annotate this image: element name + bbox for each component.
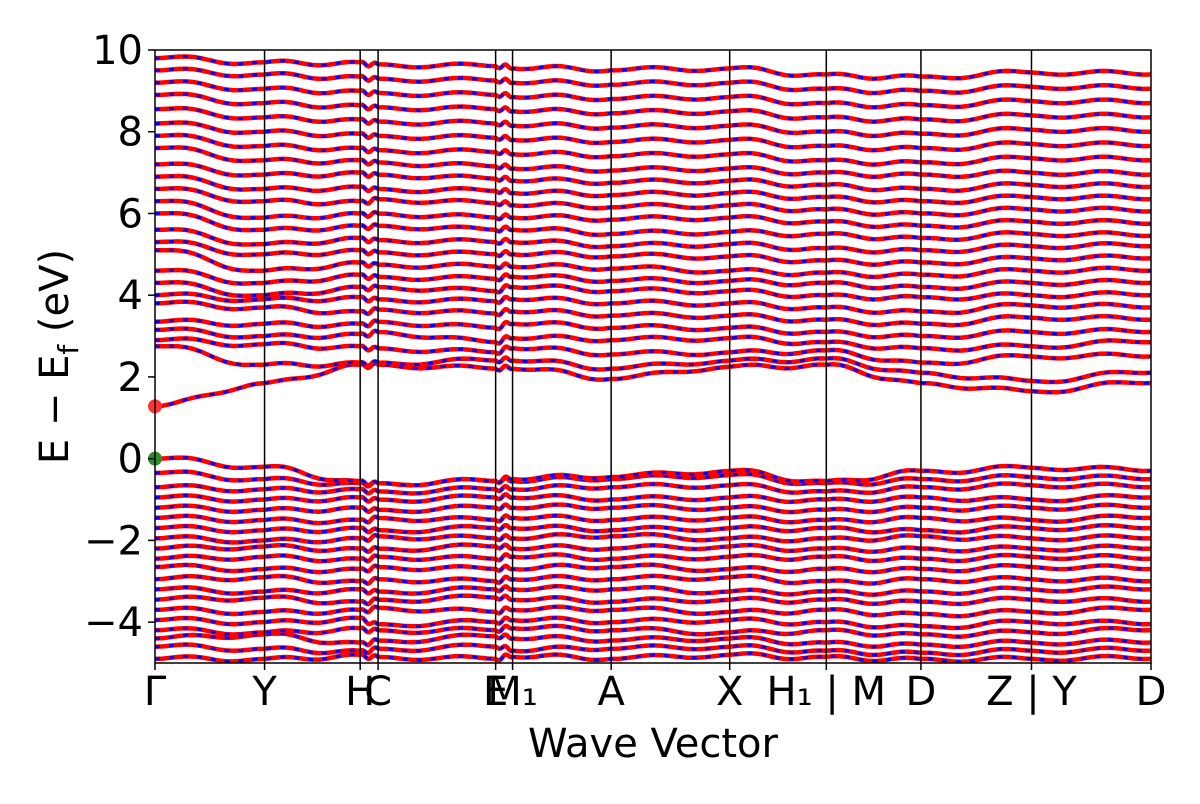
band-line-red-40 <box>155 105 1151 139</box>
y-tick-label-1: −2 <box>84 518 143 564</box>
y-tick-label-2: 0 <box>118 437 143 483</box>
band-line-red-27 <box>155 280 1151 302</box>
band-line-red-38 <box>155 132 1151 167</box>
band-line-red-30 <box>155 239 1151 267</box>
band-line-red-14 <box>155 513 1151 526</box>
band-line-red-32 <box>155 210 1151 242</box>
x-tick-label-5: M₁ <box>487 669 538 715</box>
band-line-red-42 <box>155 79 1151 110</box>
y-tick-label-3: 2 <box>118 355 143 401</box>
band-line-red-31 <box>155 227 1151 255</box>
band-line-red-35 <box>155 173 1151 206</box>
band-line-red-33 <box>155 198 1151 230</box>
band-line-red-4 <box>155 615 1151 631</box>
band-line-red-16 <box>155 492 1151 505</box>
band-line-red-0 <box>155 651 1151 663</box>
x-tick-label-4: E <box>483 669 508 715</box>
band-line-red-39 <box>155 120 1151 153</box>
x-tick-label-8: H₁ | M <box>767 669 887 715</box>
bands-layer <box>155 54 1151 663</box>
band-line-red-25 <box>155 299 1151 328</box>
band-line-red-24 <box>155 317 1151 341</box>
x-tick-label-1: Y <box>251 669 277 715</box>
band-line-red-22 <box>155 336 1151 367</box>
x-tick-label-10: Z | Y <box>986 669 1077 715</box>
x-tick-label-7: X <box>716 669 743 715</box>
band-line-red-28 <box>155 267 1151 292</box>
x-tick-label-11: D <box>1136 669 1167 715</box>
band-line-red-43 <box>155 66 1151 96</box>
y-tick-label-6: 8 <box>118 110 143 156</box>
plot-frame <box>154 49 1152 664</box>
y-tick-label-7: 10 <box>92 28 143 74</box>
band-line-blue-22 <box>155 336 1151 366</box>
band-line-red-23 <box>155 326 1151 353</box>
y-tick-label-5: 6 <box>118 191 143 237</box>
y-tick-label-4: 4 <box>118 273 143 319</box>
x-tick-label-6: A <box>597 669 625 715</box>
band-line-red-26 <box>155 291 1151 316</box>
band-line-red-7 <box>155 584 1151 597</box>
band-line-blue-19 <box>155 456 1151 487</box>
x-tick-label-3: C <box>364 669 392 715</box>
x-tick-label-9: D <box>906 669 937 715</box>
y-axis-title-main: E − E <box>32 355 78 465</box>
band-line-red-6 <box>155 593 1151 607</box>
band-line-red-34 <box>155 186 1151 218</box>
band-line-blue-29 <box>155 248 1151 279</box>
y-tick-label-0: −4 <box>84 600 143 646</box>
band-line-red-11 <box>155 542 1151 555</box>
band-line-red-44 <box>155 54 1151 82</box>
band-line-blue-20 <box>155 361 1151 408</box>
band-line-red-36 <box>155 161 1151 193</box>
band-line-blue-27 <box>155 280 1151 302</box>
x-axis-title: Wave Vector <box>528 721 779 767</box>
y-axis-title-space <box>32 332 78 345</box>
band-line-red-5 <box>155 604 1151 619</box>
band-line-red-10 <box>155 552 1151 564</box>
band-line-red-1 <box>155 642 1151 658</box>
band-line-red-3 <box>155 623 1151 639</box>
x-tick-label-0: Γ <box>144 669 167 715</box>
band-line-red-41 <box>155 91 1151 124</box>
band-line-red-17 <box>155 481 1151 496</box>
y-axis-title-unit: (eV) <box>32 249 78 332</box>
x-tick-label-2: H <box>345 669 375 715</box>
band-line-red-20 <box>155 361 1151 409</box>
band-line-blue-21 <box>155 344 1151 384</box>
y-axis-title: E − Ef (eV) <box>32 249 85 464</box>
kpoint-lines-layer <box>263 50 1033 663</box>
band-line-red-9 <box>155 562 1151 575</box>
band-line-red-12 <box>155 531 1151 545</box>
band-line-red-15 <box>155 502 1151 515</box>
y-axis-ticks: −4 −2 0 2 4 6 8 10 <box>84 28 155 646</box>
band-line-red-37 <box>155 145 1151 180</box>
x-axis-ticks: Γ Y HC EM₁ A X H₁ | M D Z | Y D <box>144 663 1167 715</box>
band-line-red-2 <box>155 631 1151 650</box>
y-axis-title-sub: f <box>52 344 85 355</box>
band-line-red-8 <box>155 573 1151 586</box>
band-line-red-13 <box>155 522 1151 535</box>
